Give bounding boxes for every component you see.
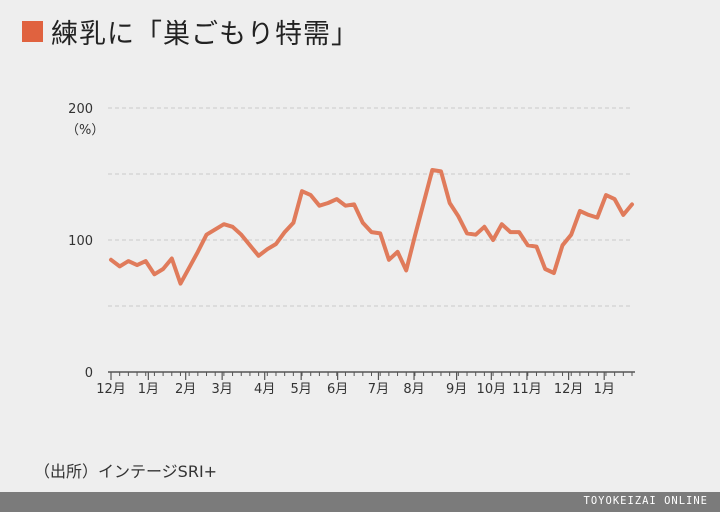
x-tick-label: 1月 <box>594 382 615 397</box>
data-point <box>621 213 625 217</box>
y-tick-label: 0 <box>85 366 93 381</box>
title-square-icon <box>22 21 43 42</box>
x-tick-label: 8月 <box>403 382 424 397</box>
data-point <box>283 230 287 234</box>
x-tick-label: 12月 <box>96 382 126 397</box>
y-tick-label: 100 <box>68 234 93 249</box>
page-title: 練乳に「巣ごもり特需」 <box>51 19 359 50</box>
y-tick-label: 200 <box>68 102 93 117</box>
data-point <box>161 267 165 271</box>
x-tick-label: 10月 <box>477 382 507 397</box>
data-point <box>248 243 252 247</box>
x-tick-label: 4月 <box>254 382 275 397</box>
data-point <box>144 259 148 263</box>
data-point <box>317 204 321 208</box>
footer-bar: TOYOKEIZAI ONLINE <box>0 492 720 512</box>
data-point <box>526 243 530 247</box>
data-point <box>170 256 174 261</box>
data-point <box>456 214 460 218</box>
data-point <box>257 254 261 258</box>
data-point <box>543 267 547 271</box>
data-point <box>291 221 295 225</box>
x-tick-label: 7月 <box>368 382 389 397</box>
data-point <box>578 209 582 213</box>
data-point <box>500 222 504 226</box>
chart: 0 100 200 （%） 12月 1月 2月 3月 4月 5月 6月 7月 8月 9月 10月 11月 12月… <box>66 102 635 397</box>
data-point <box>395 250 400 254</box>
data-point <box>361 221 365 225</box>
data-point <box>404 268 408 272</box>
source-note: （出所）インテージSRI+ <box>34 462 218 481</box>
data-point <box>534 245 539 249</box>
data-point <box>422 201 426 205</box>
data-point <box>613 197 617 201</box>
data-point <box>352 202 356 206</box>
data-point <box>126 259 130 263</box>
data-point <box>335 197 339 201</box>
x-tick-label: 1月 <box>138 382 159 397</box>
data-point <box>491 238 495 242</box>
data-point <box>300 189 304 193</box>
data-point <box>343 204 348 208</box>
data-point <box>196 250 200 254</box>
data-point <box>630 202 634 206</box>
title-group: 練乳に「巣ごもり特需」 <box>22 12 359 51</box>
data-point <box>474 233 478 237</box>
data-point <box>448 201 452 205</box>
data-point <box>595 215 599 220</box>
data-point <box>118 264 122 268</box>
data-point <box>586 213 591 217</box>
data-point <box>230 225 235 229</box>
data-point <box>135 263 139 267</box>
data-point <box>187 266 191 270</box>
x-tick-label: 6月 <box>327 382 348 397</box>
footer-brand: TOYOKEIZAI ONLINE <box>583 495 708 507</box>
y-unit-label: （%） <box>66 123 104 138</box>
data-point <box>604 193 608 197</box>
data-point <box>109 258 113 262</box>
x-tick-label: 12月 <box>554 382 584 397</box>
data-point <box>309 193 313 197</box>
data-point <box>369 230 374 234</box>
data-point <box>378 231 382 235</box>
data-point <box>274 242 278 246</box>
data-point <box>222 222 226 226</box>
data-point <box>326 201 330 205</box>
x-tick-label: 9月 <box>446 382 467 397</box>
data-point <box>560 243 565 247</box>
x-tick-label: 3月 <box>212 382 233 397</box>
data-point <box>482 225 486 229</box>
data-point <box>430 168 434 172</box>
x-tick-label: 5月 <box>291 382 312 397</box>
data-point <box>213 227 217 232</box>
data-point <box>552 271 556 275</box>
data-point <box>569 233 573 237</box>
data-point <box>239 233 243 237</box>
x-tick-label: 2月 <box>175 382 196 397</box>
data-point <box>265 247 269 251</box>
data-point <box>387 258 391 262</box>
data-point <box>413 234 417 238</box>
data-point <box>508 230 513 234</box>
data-point <box>517 230 521 234</box>
data-point <box>178 281 183 286</box>
x-tick-label: 11月 <box>512 382 542 397</box>
data-point <box>465 231 469 235</box>
data-point <box>204 233 209 237</box>
data-point <box>439 169 443 173</box>
data-point <box>152 272 157 276</box>
